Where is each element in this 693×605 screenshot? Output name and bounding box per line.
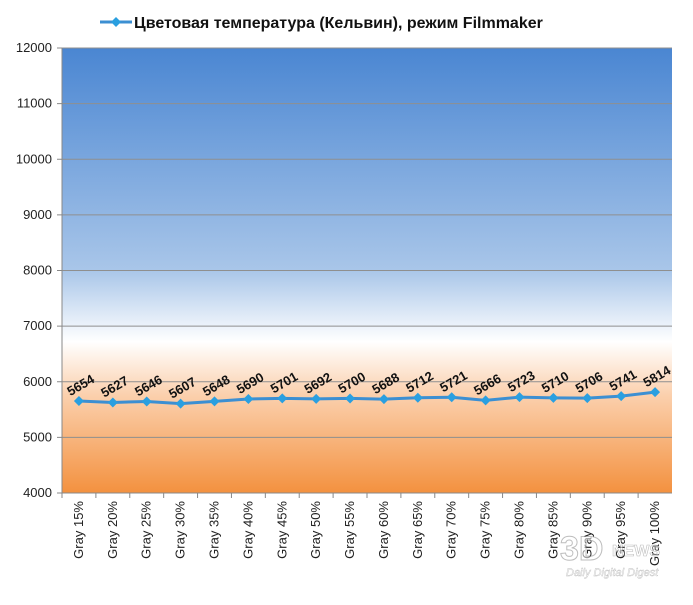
point-marker <box>480 395 491 406</box>
x-tick-label: Gray 100% <box>647 501 662 566</box>
y-tick-label: 11000 <box>17 96 52 111</box>
x-tick-label: Gray 55% <box>342 501 357 559</box>
y-tick-label: 5000 <box>23 429 52 444</box>
legend-marker <box>111 17 121 27</box>
point-marker <box>548 392 559 403</box>
x-tick-label: Gray 70% <box>444 501 459 559</box>
legend-label: Цветовая температура (Кельвин), режим Fi… <box>134 15 543 32</box>
x-tick-label: Gray 30% <box>173 501 188 559</box>
series-line <box>78 390 656 406</box>
x-tick-label: Gray 65% <box>410 501 425 559</box>
watermark: 3D NEWS Daily Digital Digest <box>560 530 661 580</box>
point-marker <box>73 395 84 406</box>
point-marker <box>107 397 118 408</box>
x-tick-label: Gray 50% <box>308 501 323 559</box>
x-tick-label: Gray 25% <box>139 501 154 559</box>
point-marker <box>209 396 220 407</box>
point-marker <box>446 392 457 403</box>
x-tick-label: Gray 35% <box>207 501 222 559</box>
watermark-brand: NEWS <box>612 543 660 560</box>
point-marker <box>412 392 423 403</box>
y-tick-label: 10000 <box>16 151 52 166</box>
watermark-logo: 3D <box>560 530 603 568</box>
point-marker <box>650 387 661 398</box>
point-marker <box>378 394 389 405</box>
point-marker <box>141 396 152 407</box>
point-marker <box>514 392 525 403</box>
point-marker <box>277 393 288 404</box>
y-tick-label: 7000 <box>23 318 52 333</box>
x-tick-label: Gray 15% <box>71 501 86 559</box>
x-tick-label: Gray 95% <box>613 501 628 559</box>
y-tick-label: 6000 <box>23 374 52 389</box>
point-marker <box>345 393 356 404</box>
point-marker <box>616 391 627 402</box>
y-tick-label: 8000 <box>23 263 52 278</box>
x-tick-label: Gray 75% <box>478 501 493 559</box>
x-tick-label: Gray 40% <box>240 501 255 559</box>
point-marker <box>243 393 254 404</box>
watermark-tagline: Daily Digital Digest <box>566 567 659 579</box>
x-tick-label: Gray 80% <box>512 501 527 559</box>
y-tick-label: 4000 <box>23 485 52 500</box>
x-tick-label: Gray 45% <box>274 501 289 559</box>
x-tick-label: Gray 85% <box>545 501 560 559</box>
y-tick-label: 9000 <box>23 207 52 222</box>
x-tick-label: Gray 90% <box>579 501 594 559</box>
point-marker <box>582 393 593 404</box>
point-marker <box>175 398 186 409</box>
x-tick-label: Gray 60% <box>376 501 391 559</box>
y-tick-label: 12000 <box>16 40 52 55</box>
x-tick-label: Gray 20% <box>105 501 120 559</box>
point-marker <box>311 393 322 404</box>
